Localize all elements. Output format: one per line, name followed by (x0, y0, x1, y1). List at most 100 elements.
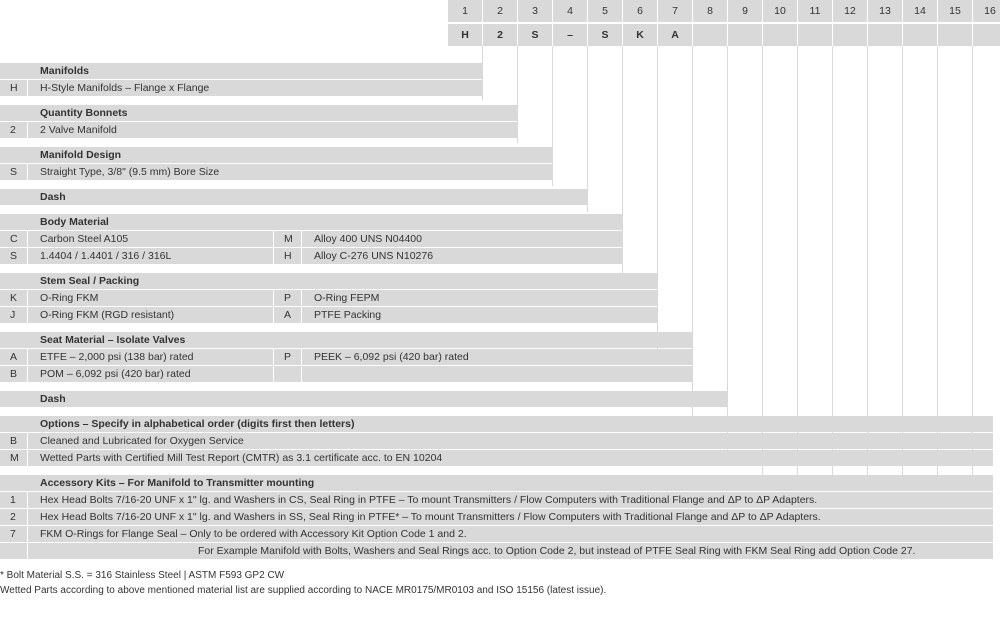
data-row: BPOM – 6,092 psi (420 bar) rated (0, 366, 693, 383)
header-code-15 (938, 24, 972, 46)
code-cell: 7 (0, 526, 28, 542)
header-code-4: – (553, 24, 587, 46)
data-row: HH-Style Manifolds – Flange x Flange (0, 80, 483, 97)
code-cell: A (0, 349, 28, 365)
code-cell: S (0, 164, 28, 180)
code-cell: M (0, 450, 28, 466)
text-cell: Cleaned and Lubricated for Oxygen Servic… (28, 433, 993, 449)
code-cell: S (0, 248, 28, 264)
text-cell: For Example Manifold with Bolts, Washers… (28, 543, 993, 559)
header-number-13: 13 (868, 0, 902, 22)
data-row: For Example Manifold with Bolts, Washers… (0, 543, 993, 560)
text-cell: H-Style Manifolds – Flange x Flange (28, 80, 483, 96)
text-cell: 1.4404 / 1.4401 / 316 / 316L (28, 248, 274, 264)
header-number-8: 8 (693, 0, 727, 22)
header-number-2: 2 (483, 0, 517, 22)
header-code-12 (833, 24, 867, 46)
text-cell: Wetted Parts with Certified Mill Test Re… (28, 450, 993, 466)
data-row: KO-Ring FKMPO-Ring FEPM (0, 290, 658, 307)
header-code-5: S (588, 24, 622, 46)
section-6: Seat Material – Isolate ValvesAETFE – 2,… (0, 332, 693, 383)
text-cell-2 (302, 366, 693, 382)
code-cell: 1 (0, 492, 28, 508)
section-0: ManifoldsHH-Style Manifolds – Flange x F… (0, 63, 483, 97)
data-row: MWetted Parts with Certified Mill Test R… (0, 450, 993, 467)
section-title: Dash (0, 189, 66, 205)
text-cell: Straight Type, 3/8" (9.5 mm) Bore Size (28, 164, 553, 180)
header-code-2: 2 (483, 24, 517, 46)
header-number-5: 5 (588, 0, 622, 22)
data-row: 7FKM O-Rings for Flange Seal – Only to b… (0, 526, 993, 543)
header-number-3: 3 (518, 0, 552, 22)
text-cell: O-Ring FKM (28, 290, 274, 306)
footnote: Wetted Parts according to above mentione… (0, 583, 1000, 598)
section-title: Options – Specify in alphabetical order … (0, 416, 354, 432)
header-number-7: 7 (658, 0, 692, 22)
data-row: CCarbon Steel A105MAlloy 400 UNS N04400 (0, 231, 623, 248)
footnotes: * Bolt Material S.S. = 316 Stainless Ste… (0, 560, 1000, 598)
header-number-6: 6 (623, 0, 657, 22)
header-code-13 (868, 24, 902, 46)
text-cell: FKM O-Rings for Flange Seal – Only to be… (28, 526, 993, 542)
header-number-10: 10 (763, 0, 797, 22)
header-code-16 (973, 24, 1000, 46)
section-7: Dash (0, 391, 728, 408)
code-cell-2: P (274, 349, 302, 365)
footnote: * Bolt Material S.S. = 316 Stainless Ste… (0, 568, 1000, 583)
header-code-11 (798, 24, 832, 46)
section-title: Dash (0, 391, 66, 407)
header-code-9 (728, 24, 762, 46)
header-numbers-row: 12345678910111213141516 (448, 0, 1000, 22)
data-row: S1.4404 / 1.4401 / 316 / 316LHAlloy C-27… (0, 248, 623, 265)
text-cell-2: O-Ring FEPM (302, 290, 658, 306)
header-number-16: 16 (973, 0, 1000, 22)
header-number-9: 9 (728, 0, 762, 22)
section-2: Manifold DesignSStraight Type, 3/8" (9.5… (0, 147, 553, 181)
header-number-15: 15 (938, 0, 972, 22)
code-cell: 2 (0, 509, 28, 525)
code-cell-2 (274, 366, 302, 382)
text-cell: O-Ring FKM (RGD resistant) (28, 307, 274, 323)
section-3: Dash (0, 189, 588, 206)
header-number-11: 11 (798, 0, 832, 22)
header-code-6: K (623, 24, 657, 46)
text-cell-2: PEEK – 6,092 psi (420 bar) rated (302, 349, 693, 365)
section-title: Body Material (0, 214, 109, 230)
code-cell: C (0, 231, 28, 247)
data-row: 22 Valve Manifold (0, 122, 518, 139)
section-title: Accessory Kits – For Manifold to Transmi… (0, 475, 314, 491)
section-title: Quantity Bonnets (0, 105, 128, 121)
text-cell: ETFE – 2,000 psi (138 bar) rated (28, 349, 274, 365)
section-title: Stem Seal / Packing (0, 273, 139, 289)
data-row: BCleaned and Lubricated for Oxygen Servi… (0, 433, 993, 450)
code-cell (0, 543, 28, 559)
header-number-4: 4 (553, 0, 587, 22)
data-row: SStraight Type, 3/8" (9.5 mm) Bore Size (0, 164, 553, 181)
sections-container: ManifoldsHH-Style Manifolds – Flange x F… (0, 0, 1000, 560)
data-row: 2Hex Head Bolts 7/16-20 UNF x 1" lg. and… (0, 509, 993, 526)
header-code-10 (763, 24, 797, 46)
code-cell: H (0, 80, 28, 96)
code-cell: B (0, 366, 28, 382)
text-cell-2: Alloy C-276 UNS N10276 (302, 248, 623, 264)
text-cell-2: Alloy 400 UNS N04400 (302, 231, 623, 247)
data-row: JO-Ring FKM (RGD resistant)APTFE Packing (0, 307, 658, 324)
header-code-1: H (448, 24, 482, 46)
header-number-1: 1 (448, 0, 482, 22)
section-9: Accessory Kits – For Manifold to Transmi… (0, 475, 993, 560)
section-title: Seat Material – Isolate Valves (0, 332, 185, 348)
header-number-14: 14 (903, 0, 937, 22)
text-cell-2: PTFE Packing (302, 307, 658, 323)
code-cell-2: A (274, 307, 302, 323)
code-cell: K (0, 290, 28, 306)
section-title: Manifolds (0, 63, 89, 79)
code-cell-2: M (274, 231, 302, 247)
header-code-7: A (658, 24, 692, 46)
text-cell: 2 Valve Manifold (28, 122, 518, 138)
code-cell-2: H (274, 248, 302, 264)
section-8: Options – Specify in alphabetical order … (0, 416, 993, 467)
code-cell: J (0, 307, 28, 323)
header-number-12: 12 (833, 0, 867, 22)
text-cell: POM – 6,092 psi (420 bar) rated (28, 366, 274, 382)
code-cell: 2 (0, 122, 28, 138)
